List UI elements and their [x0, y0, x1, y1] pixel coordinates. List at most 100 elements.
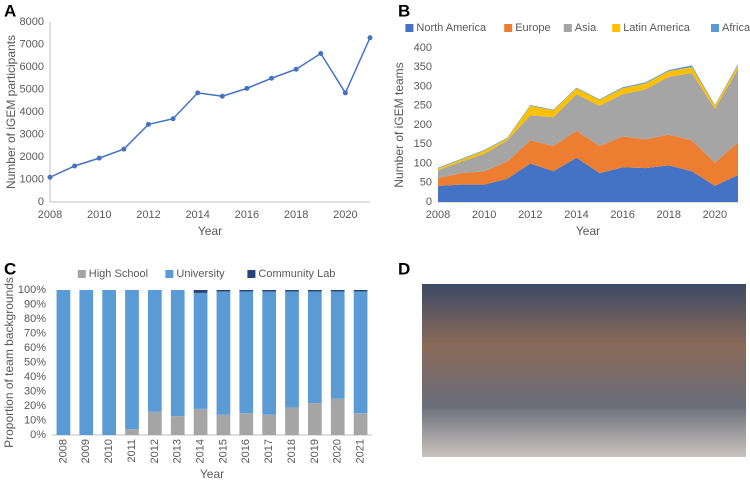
y-axis-title: Proportion of team backgrounds — [2, 277, 16, 448]
x-tick-label: 2018 — [284, 209, 308, 221]
y-tick-label: 350 — [414, 61, 432, 73]
bar — [216, 291, 231, 415]
x-tick-label: 2015 — [217, 439, 229, 463]
bar — [262, 290, 276, 292]
y-tick-label: 20% — [24, 400, 46, 412]
point — [195, 90, 201, 96]
y-tick-label: 7000 — [20, 38, 44, 50]
legend-label: Africa — [722, 22, 750, 34]
y-tick-label: 200 — [414, 119, 432, 131]
legend-swatch — [165, 270, 174, 278]
x-tick-label: 2013 — [172, 439, 184, 463]
point — [96, 155, 102, 161]
legend-swatch — [563, 24, 572, 32]
x-tick-label: 2014 — [564, 209, 588, 221]
x-tick-label: 2018 — [286, 439, 298, 463]
panel-label: D — [398, 259, 410, 278]
y-tick-label: 1000 — [20, 173, 44, 185]
x-tick-label: 2012 — [149, 439, 161, 463]
y-tick-label: 4000 — [20, 106, 44, 118]
point — [145, 121, 151, 127]
legend-swatch — [247, 270, 256, 278]
legend-label: Community Lab — [258, 268, 335, 280]
y-tick-label: 0 — [426, 196, 432, 208]
x-tick-label: 2020 — [332, 439, 344, 463]
y-axis-title: Number of iGEM teams — [392, 62, 406, 187]
bar — [330, 291, 345, 399]
legend-swatch — [405, 24, 414, 32]
legend-label: North America — [416, 22, 487, 34]
y-tick-label: 50% — [24, 356, 46, 368]
x-tick-label: 2010 — [103, 439, 115, 463]
panel-label: B — [398, 1, 410, 20]
x-axis-title: Year — [200, 467, 224, 480]
legend-swatch — [504, 24, 513, 32]
bar — [125, 290, 139, 430]
bar — [239, 291, 254, 414]
area — [438, 157, 738, 202]
legend-label: Europe — [515, 22, 550, 34]
point — [269, 75, 275, 81]
legend-label: University — [176, 268, 225, 280]
x-axis-title: Year — [198, 224, 222, 238]
bar — [239, 290, 254, 292]
y-tick-label: 50 — [420, 177, 432, 189]
y-tick-label: 3000 — [20, 128, 44, 140]
x-tick-label: 2011 — [126, 439, 138, 463]
y-tick-label: 250 — [414, 100, 432, 112]
point — [342, 90, 348, 96]
x-tick-label: 2009 — [80, 439, 92, 463]
bar — [193, 408, 208, 435]
bar — [102, 290, 116, 435]
x-tick-label: 2010 — [472, 209, 496, 221]
y-tick-label: 60% — [24, 342, 46, 354]
x-tick-label: 2020 — [333, 209, 357, 221]
legend-label: High School — [89, 268, 148, 280]
bar — [170, 416, 185, 435]
y-tick-label: 30% — [24, 385, 46, 397]
bar — [308, 291, 322, 404]
y-tick-label: 80% — [24, 313, 46, 325]
x-tick-label: 2010 — [87, 209, 111, 221]
y-tick-label: 400 — [414, 42, 432, 54]
y-tick-label: 0% — [30, 429, 46, 441]
panel-label: C — [4, 259, 16, 278]
bar — [216, 290, 231, 292]
bar — [285, 290, 299, 292]
y-tick-label: 5000 — [20, 83, 44, 95]
panel-label: A — [4, 1, 16, 20]
bar — [170, 290, 185, 417]
x-tick-label: 2014 — [194, 439, 206, 463]
x-tick-label: 2008 — [57, 439, 69, 463]
bar — [56, 290, 71, 435]
x-tick-label: 2008 — [426, 209, 450, 221]
point — [367, 35, 373, 41]
legend-swatch — [711, 24, 719, 32]
line — [49, 37, 371, 178]
bar — [353, 290, 368, 292]
bar — [330, 398, 345, 435]
bar — [148, 411, 162, 435]
bar — [285, 291, 299, 408]
bar — [148, 290, 162, 412]
area — [438, 130, 738, 186]
bar — [193, 290, 208, 293]
point — [293, 66, 299, 72]
legend-swatch — [77, 270, 86, 278]
x-tick-label: 2016 — [240, 439, 252, 463]
x-tick-label: 2017 — [263, 439, 275, 463]
y-axis-title: Number of iGEM participants — [4, 35, 18, 189]
y-tick-label: 100% — [18, 284, 46, 296]
y-tick-label: 8000 — [20, 16, 44, 28]
y-tick-label: 40% — [24, 371, 46, 383]
y-tick-label: 90% — [24, 298, 46, 310]
x-tick-label: 2008 — [38, 209, 62, 221]
bar — [330, 290, 345, 292]
y-tick-label: 150 — [414, 138, 432, 150]
legend-label: Asia — [575, 22, 597, 34]
point — [219, 93, 225, 99]
x-axis-title: Year — [576, 224, 600, 238]
legend-label: Latin America — [623, 22, 691, 34]
x-tick-label: 2012 — [136, 209, 160, 221]
bar — [262, 414, 276, 435]
